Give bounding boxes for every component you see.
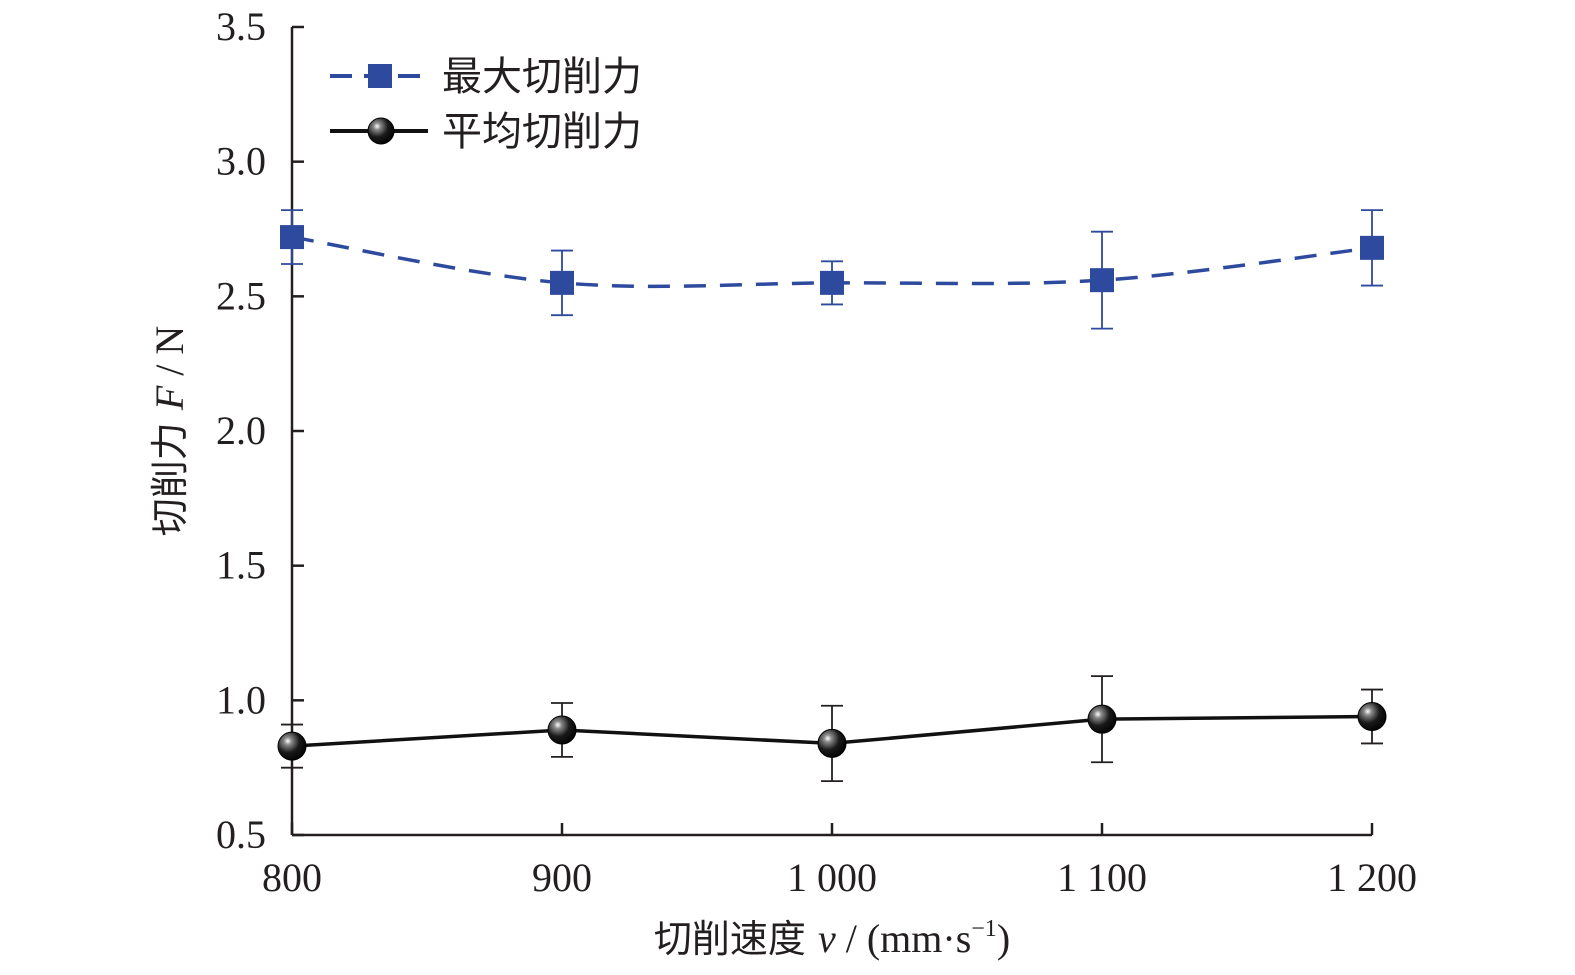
- x-tick-label-4: 1 200: [1327, 855, 1417, 900]
- x-tick-label-0: 800: [262, 855, 322, 900]
- legend-marker-avg-force: [367, 117, 395, 145]
- y-ticks: 0.5 1.0 1.5 2.0 2.5 3.0 3.5: [216, 4, 304, 857]
- data-point-1-1: [547, 715, 577, 745]
- y-tick-label-0: 0.5: [216, 812, 266, 857]
- y-tick-label-1: 1.0: [216, 677, 266, 722]
- data-point-1-3: [1087, 704, 1117, 734]
- x-tick-label-1: 900: [532, 855, 592, 900]
- legend-label-max-force: 最大切削力: [442, 54, 642, 100]
- data-point-0-3: [1090, 268, 1114, 293]
- series-1: [277, 675, 1387, 783]
- series-layer: [277, 209, 1387, 783]
- data-point-1-4: [1357, 701, 1387, 731]
- data-point-0-2: [820, 270, 844, 295]
- data-point-0-1: [550, 270, 574, 295]
- x-tick-label-2: 1 000: [787, 855, 877, 900]
- data-point-0-0: [280, 225, 304, 250]
- legend: 最大切削力 平均切削力: [330, 54, 642, 155]
- y-tick-label-4: 2.5: [216, 273, 266, 318]
- x-tick-label-3: 1 100: [1057, 855, 1147, 900]
- data-point-0-4: [1360, 235, 1384, 260]
- legend-marker-max-force: [368, 64, 392, 88]
- legend-item-avg-force: 平均切削力: [330, 109, 642, 155]
- series-0: [280, 209, 1384, 330]
- y-tick-label-3: 2.0: [216, 408, 266, 453]
- data-point-1-2: [817, 728, 847, 758]
- legend-label-avg-force: 平均切削力: [442, 109, 642, 155]
- legend-item-max-force: 最大切削力: [330, 54, 642, 100]
- y-axis-title: 切削力 F / N: [147, 326, 192, 537]
- x-axis-title: 切削速度 v / (mm·s−1): [654, 916, 1010, 961]
- y-tick-label-5: 3.0: [216, 139, 266, 184]
- x-ticks: 800 900 1 000 1 100 1 200: [262, 823, 1417, 900]
- y-tick-label-6: 3.5: [216, 4, 266, 49]
- data-point-1-0: [277, 731, 307, 761]
- y-tick-label-2: 1.5: [216, 543, 266, 588]
